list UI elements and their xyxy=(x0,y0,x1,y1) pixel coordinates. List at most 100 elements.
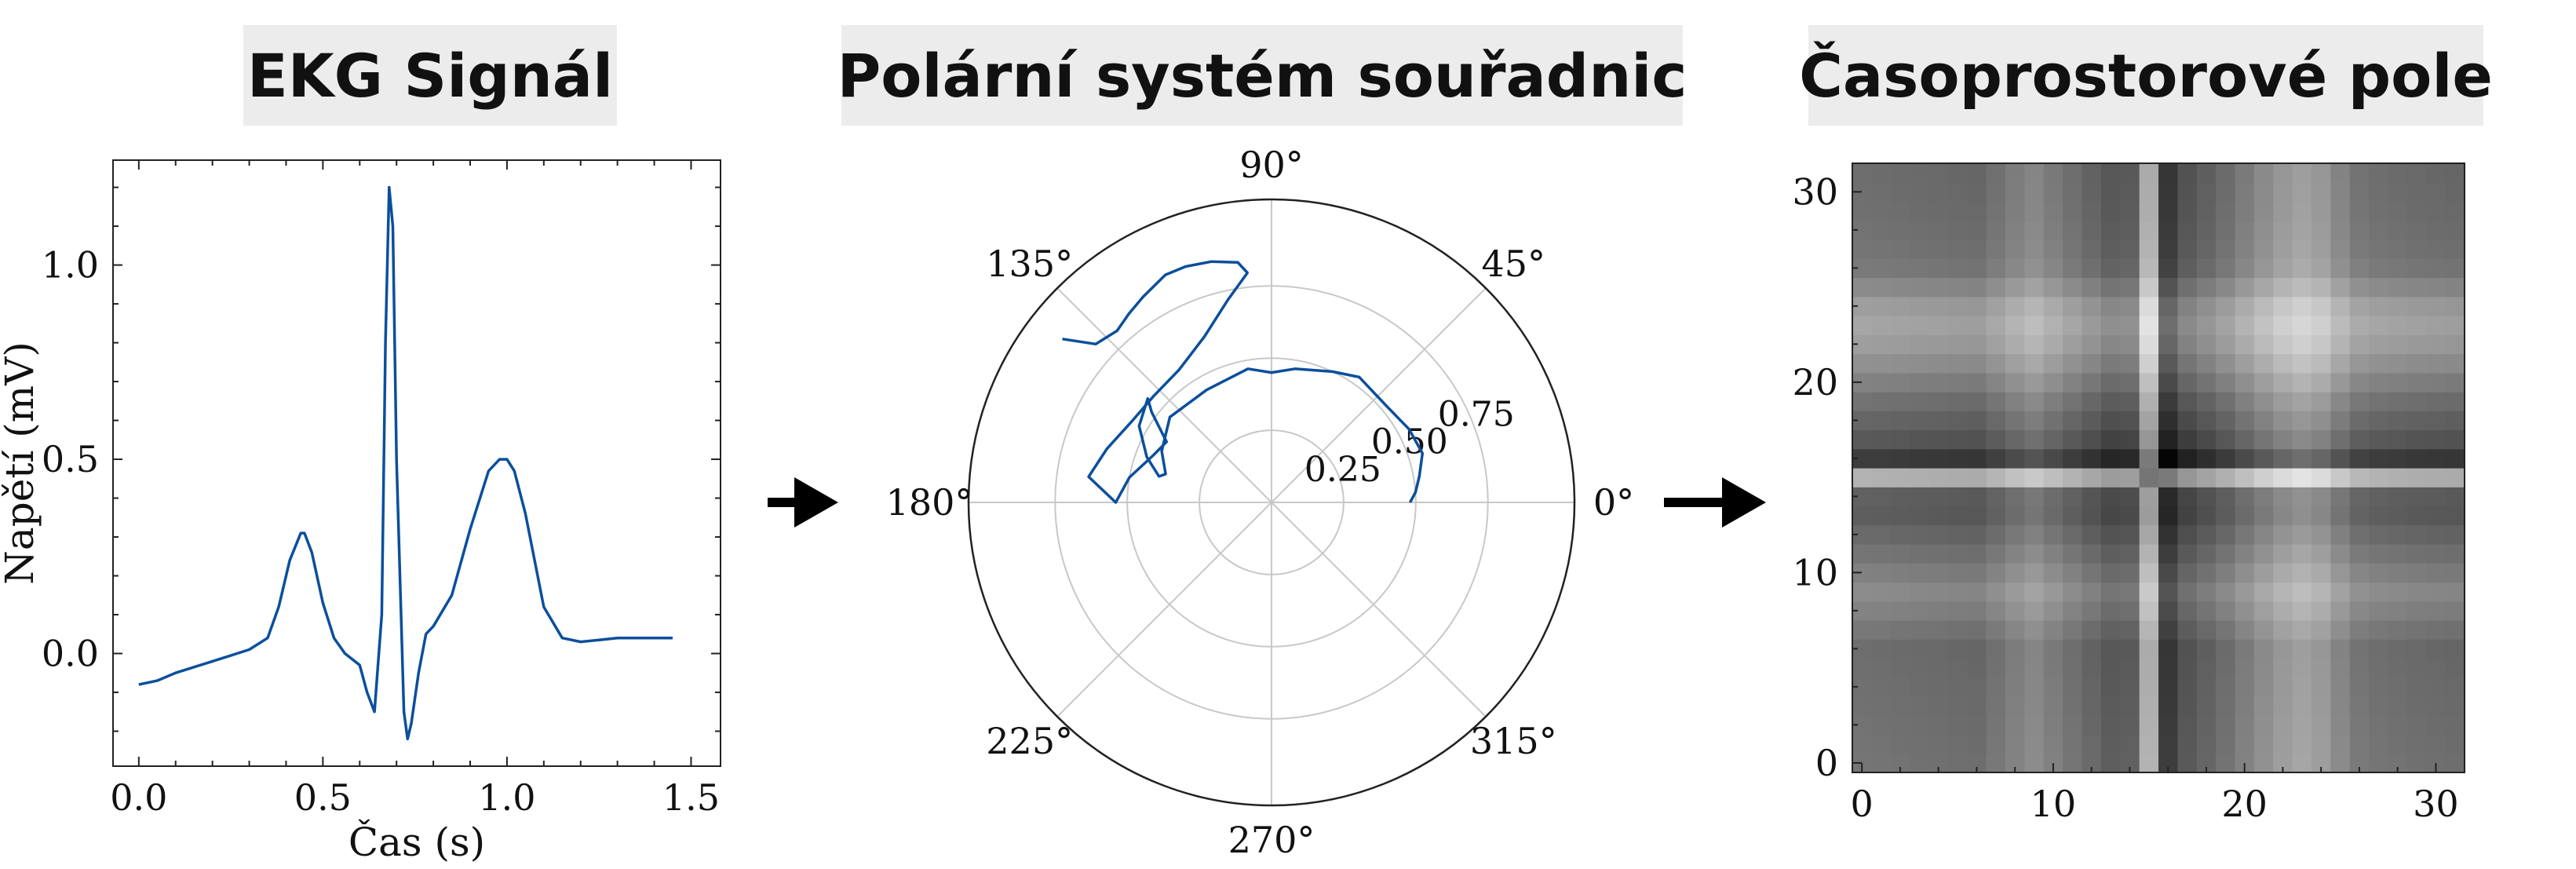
heatmap-cell xyxy=(2273,677,2293,697)
heatmap-cell xyxy=(2235,601,2255,621)
heatmap-cell xyxy=(2426,677,2446,697)
heatmap-cell xyxy=(1986,353,2006,374)
heatmap-cell xyxy=(2196,201,2217,221)
heatmap-cell xyxy=(2005,524,2025,545)
heatmap-cell xyxy=(2196,163,2217,183)
heatmap-cell xyxy=(2253,392,2274,411)
heatmap-cell xyxy=(2311,353,2331,374)
heatmap-cell xyxy=(2235,277,2255,298)
heatmap-cell xyxy=(2426,182,2446,203)
heatmap-cell xyxy=(2330,677,2351,697)
heatmap-cell xyxy=(2005,734,2025,754)
heatmap-cell xyxy=(1967,239,1987,259)
heatmap-cell xyxy=(2158,392,2178,411)
heatmap-cell xyxy=(1890,392,1910,411)
heatmap-cell xyxy=(2349,696,2370,716)
heatmap-cell xyxy=(2005,639,2025,659)
heatmap-cell xyxy=(2445,696,2465,716)
heatmap-cell xyxy=(1928,601,1949,621)
heatmap-cell xyxy=(2273,392,2293,411)
heatmap-cell xyxy=(2063,658,2083,678)
heatmap-cell xyxy=(2330,258,2351,279)
heatmap-cell xyxy=(2235,220,2255,240)
heatmap-cell xyxy=(1910,468,1930,487)
heatmap-cell xyxy=(2082,620,2102,640)
heatmap-cell xyxy=(2043,734,2063,754)
heatmap-cell xyxy=(2100,220,2121,240)
heatmap-cell xyxy=(2369,411,2389,431)
heatmap-cell xyxy=(2369,658,2389,678)
heatmap-cell xyxy=(2158,563,2178,583)
heatmap-cell xyxy=(2139,506,2159,526)
heatmap-cell xyxy=(2292,468,2312,487)
heatmap-cell xyxy=(2426,487,2446,507)
heatmap-cell xyxy=(2216,392,2236,411)
heatmap-cell xyxy=(2005,201,2025,221)
heatmap-cell xyxy=(2120,468,2140,487)
heatmap-cell xyxy=(2445,429,2465,450)
heatmap-cell xyxy=(2273,734,2293,754)
heatmap-cell xyxy=(1852,734,1872,754)
heatmap-cell xyxy=(2024,353,2045,374)
heatmap-cell xyxy=(1871,353,1892,374)
heatmap-cell xyxy=(1871,468,1892,487)
heatmap-cell xyxy=(2406,658,2427,678)
heatmap-cell xyxy=(2158,582,2178,602)
heatmap-cell xyxy=(2100,620,2121,640)
heatmap-cell xyxy=(2311,372,2331,393)
heatmap-cell xyxy=(1910,277,1930,298)
heatmap-cell xyxy=(1986,544,2006,564)
heatmap-cell xyxy=(2196,429,2217,450)
heatmap-cell xyxy=(2216,658,2236,678)
heatmap-cell xyxy=(2235,639,2255,659)
heatmap-cell xyxy=(2388,658,2408,678)
heatmap-cell xyxy=(1947,563,1968,583)
heatmap-cell xyxy=(2216,334,2236,355)
heatmap-cell xyxy=(2273,411,2293,431)
heatmap-cell xyxy=(2005,429,2025,450)
heatmap-cell xyxy=(1871,201,1892,221)
heatmap-cell xyxy=(2445,334,2465,355)
heatmap-cell xyxy=(2082,239,2102,259)
heatmap-cell xyxy=(2196,372,2217,393)
heatmap-cell xyxy=(2388,639,2408,659)
heatmap-cell xyxy=(2100,258,2121,279)
heatmap-cell xyxy=(2253,239,2274,259)
heatmap-cell xyxy=(1928,163,1949,183)
heatmap-cell xyxy=(2369,296,2389,316)
polar-angle-label: 45° xyxy=(1482,243,1546,285)
heatmap-cell xyxy=(2024,582,2045,602)
heatmap-cell xyxy=(2349,353,2370,374)
heatmap-cell xyxy=(2273,639,2293,659)
heatmap-cell xyxy=(2273,620,2293,640)
heatmap-cell xyxy=(2426,429,2446,450)
heatmap-cell xyxy=(2388,734,2408,754)
heatmap-cell xyxy=(2082,468,2102,487)
heatmap-cell xyxy=(2082,296,2102,316)
heatmap-cell xyxy=(2349,392,2370,411)
heatmap-cell xyxy=(2158,277,2178,298)
heatmap-cell xyxy=(1910,715,1930,736)
polar-radial-label: 0.75 xyxy=(1438,394,1515,434)
heatmap-cell xyxy=(2426,544,2446,564)
heatmap-cell xyxy=(2177,392,2198,411)
heatmap-cell xyxy=(2024,468,2045,487)
polar-signal-line xyxy=(1062,260,1425,504)
heatmap-cell xyxy=(2216,448,2236,469)
heatmap-cell xyxy=(2063,353,2083,374)
heatmap-cell xyxy=(2024,239,2045,259)
heatmap-cell xyxy=(1986,372,2006,393)
heatmap-cell xyxy=(1986,448,2006,469)
heatmap-cell xyxy=(1928,334,1949,355)
heatmap-cell xyxy=(1871,487,1892,507)
heatmap-cell xyxy=(2426,296,2446,316)
heatmap-cell xyxy=(1986,677,2006,697)
heatmap-cell xyxy=(2311,524,2331,545)
heatmap-cell xyxy=(2216,296,2236,316)
heatmap-cell xyxy=(2005,296,2025,316)
heatmap-cell xyxy=(2216,429,2236,450)
heatmap-cell xyxy=(2273,544,2293,564)
heatmap-cell xyxy=(2120,353,2140,374)
heatmap-cell xyxy=(2043,277,2063,298)
heatmap-cell xyxy=(2388,563,2408,583)
